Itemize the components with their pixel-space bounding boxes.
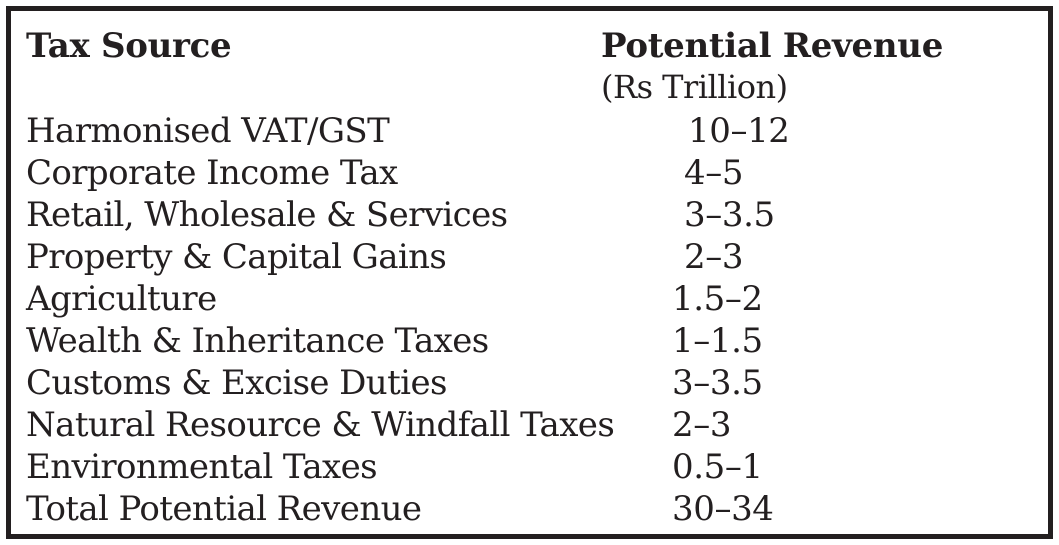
row-revenue: 1–1.5 — [672, 321, 763, 361]
row-source: Harmonised VAT/GST — [26, 111, 390, 151]
row-source: Agriculture — [26, 279, 217, 319]
row-source: Property & Capital Gains — [26, 237, 447, 277]
row-source: Retail, Wholesale & Services — [26, 195, 508, 235]
header-unit: (Rs Trillion) — [601, 68, 788, 106]
row-revenue: 2–3 — [672, 405, 732, 445]
row-source: Wealth & Inheritance Taxes — [26, 321, 489, 361]
row-revenue: 2–3 — [684, 237, 744, 277]
row-revenue: 3–3.5 — [672, 363, 763, 403]
header-tax-source: Tax Source — [26, 26, 232, 66]
row-revenue: 0.5–1 — [672, 447, 763, 487]
total-row-source: Total Potential Revenue — [26, 489, 422, 529]
row-source: Corporate Income Tax — [26, 153, 398, 193]
row-revenue: 3–3.5 — [684, 195, 775, 235]
header-potential-revenue: Potential Revenue — [601, 26, 944, 66]
total-row-revenue: 30–34 — [672, 489, 774, 529]
row-revenue: 10–12 — [688, 111, 790, 151]
row-source: Natural Resource & Windfall Taxes — [26, 405, 615, 445]
row-source: Environmental Taxes — [26, 447, 378, 487]
row-revenue: 1.5–2 — [672, 279, 763, 319]
row-revenue: 4–5 — [684, 153, 744, 193]
row-source: Customs & Excise Duties — [26, 363, 447, 403]
revenue-table: Tax Source Potential Revenue (Rs Trillio… — [6, 6, 1053, 539]
